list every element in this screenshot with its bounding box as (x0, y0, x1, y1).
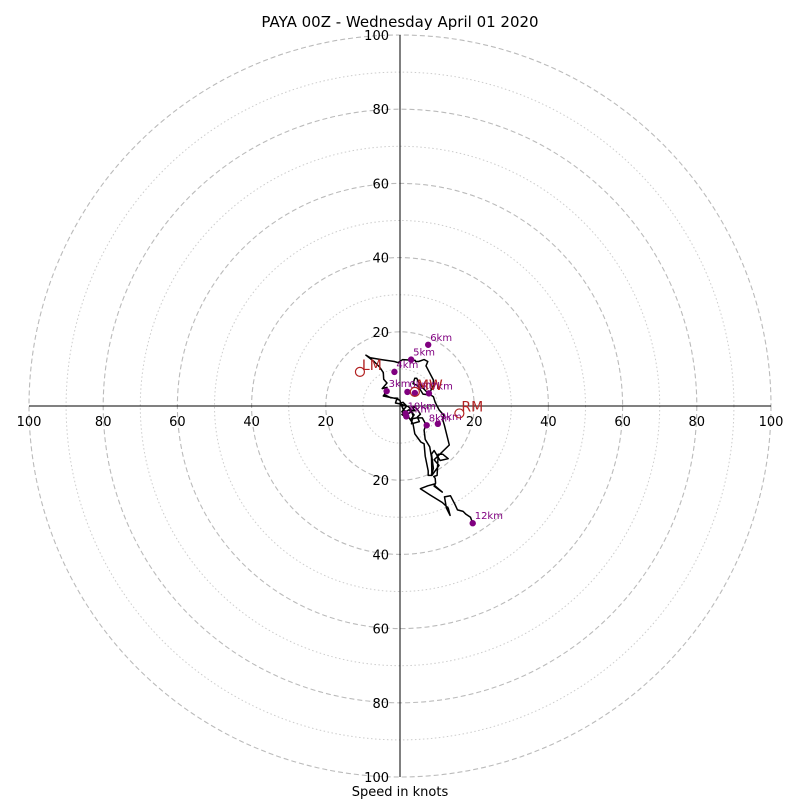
tick-label-x-right-80: 80 (689, 415, 706, 430)
height-label-1km: 1km (417, 381, 439, 392)
height-label-12km: 12km (475, 511, 503, 522)
tick-label-x-right-20: 20 (466, 415, 483, 430)
height-label-0km: 0km (409, 380, 431, 391)
tick-label-y-up-100: 100 (364, 29, 389, 44)
height-marker-3km (383, 387, 390, 395)
tick-label-x-left-20: 20 (318, 415, 335, 430)
height-marker-5km (407, 356, 415, 363)
motion-marker-RM (454, 408, 465, 419)
tick-label-y-down-60: 60 (372, 623, 389, 638)
tick-label-y-down-20: 20 (372, 474, 389, 489)
motion-label-RM: RM (461, 399, 483, 415)
height-label-3km: 3km (389, 379, 411, 390)
height-label-8km: 8km (429, 413, 451, 424)
height-marker-9km (434, 420, 442, 428)
tick-label-x-left-100: 100 (17, 415, 42, 430)
motion-marker-LM (354, 366, 366, 377)
tick-label-y-up-40: 40 (372, 252, 389, 267)
height-marker-6km (424, 341, 432, 348)
height-label-10km: 10km (408, 401, 436, 412)
height-label-7km: 7km (431, 381, 453, 392)
motion-label-MW: MW (417, 378, 443, 394)
hodograph-trace (365, 354, 474, 524)
tick-label-y-down-40: 40 (372, 548, 389, 563)
height-marker-8km (423, 422, 430, 429)
chart-title: PAYA 00Z - Wednesday April 01 2020 (261, 13, 538, 31)
height-marker-10km (402, 410, 409, 417)
tick-label-x-left-80: 80 (95, 415, 112, 430)
height-label-6km: 6km (430, 333, 452, 344)
x-axis-label: Speed in knots (352, 785, 449, 800)
tick-label-x-right-60: 60 (614, 415, 631, 430)
storm-motion-markers: LM MW RM (354, 358, 483, 419)
height-label-5km: 5km (413, 348, 435, 359)
height-marker-12km (469, 520, 476, 527)
motion-marker-MW (409, 386, 420, 398)
tick-label-y-down-80: 80 (372, 697, 389, 712)
tick-label-x-right-40: 40 (540, 415, 557, 430)
tick-label-x-left-60: 60 (169, 415, 186, 430)
tick-labels: 100 80 60 40 20 20 40 60 80 100 20 40 60 80 100 20 40 60 8… (17, 29, 784, 786)
height-marker-7km (425, 390, 433, 397)
tick-label-y-up-60: 60 (372, 177, 389, 192)
height-marker-0km (404, 388, 411, 396)
height-label-2km: 2km (408, 404, 430, 415)
axes (29, 35, 771, 777)
height-marker-1km (411, 389, 419, 397)
tick-label-y-down-100: 100 (364, 771, 389, 786)
height-label-9km: 9km (440, 412, 462, 423)
tick-label-x-left-40: 40 (243, 415, 260, 430)
height-label-4km: 4km (396, 360, 418, 371)
tick-label-y-up-80: 80 (372, 103, 389, 118)
motion-label-LM: LM (362, 358, 382, 374)
wind-trace-line (365, 354, 474, 524)
height-marker-4km (391, 368, 398, 376)
tick-label-y-up-20: 20 (372, 326, 389, 341)
tick-label-x-right-100: 100 (759, 415, 784, 430)
